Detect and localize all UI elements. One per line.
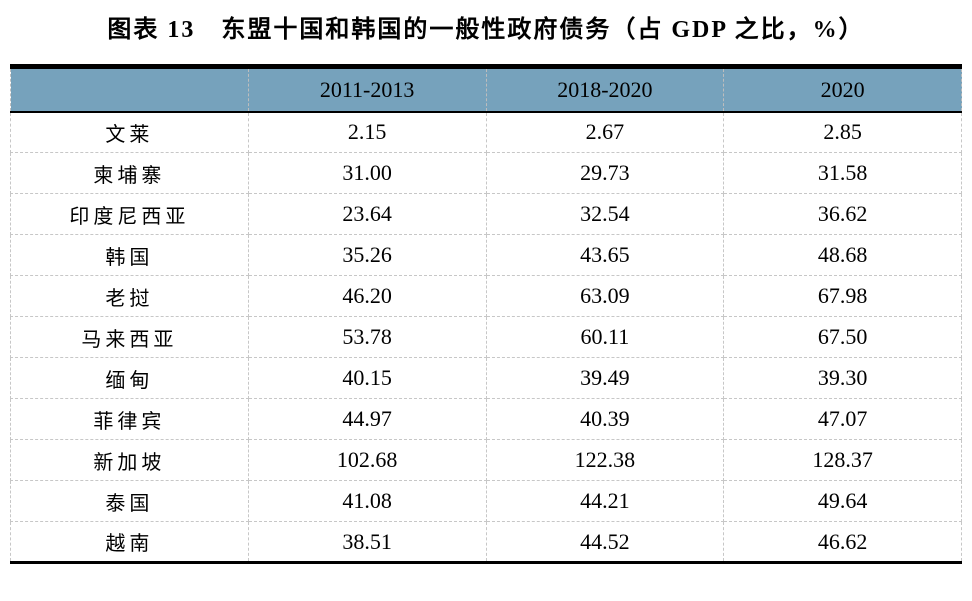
table-row: 韩国 35.26 43.65 48.68 <box>10 234 962 276</box>
value-cell: 41.08 <box>247 480 487 522</box>
value-cell: 47.07 <box>723 398 962 440</box>
value-cell: 63.09 <box>485 275 725 317</box>
country-cell: 印度尼西亚 <box>10 193 249 235</box>
value-cell: 67.50 <box>723 316 962 358</box>
country-cell: 泰国 <box>10 480 249 522</box>
table-row: 印度尼西亚 23.64 32.54 36.62 <box>10 193 962 235</box>
header-cell-period-2020: 2020 <box>723 66 962 113</box>
value-cell: 60.11 <box>485 316 725 358</box>
page-title: 图表 13 东盟十国和韩国的一般性政府债务（占 GDP 之比，%） <box>107 17 865 43</box>
value-cell: 31.00 <box>247 152 487 194</box>
value-cell: 40.39 <box>485 398 725 440</box>
value-cell: 29.73 <box>485 152 725 194</box>
value-cell: 2.67 <box>485 111 725 153</box>
value-cell: 31.58 <box>723 152 962 194</box>
table-row: 马来西亚 53.78 60.11 67.50 <box>10 316 962 358</box>
country-cell: 菲律宾 <box>10 398 249 440</box>
value-cell: 49.64 <box>723 480 962 522</box>
value-cell: 36.62 <box>723 193 962 235</box>
value-cell: 32.54 <box>485 193 725 235</box>
value-cell: 46.20 <box>247 275 487 317</box>
value-cell: 53.78 <box>247 316 487 358</box>
value-cell: 2.85 <box>723 111 962 153</box>
table-row: 老挝 46.20 63.09 67.98 <box>10 275 962 317</box>
value-cell: 46.62 <box>723 521 962 563</box>
table-row: 越南 38.51 44.52 46.62 <box>10 521 962 563</box>
value-cell: 38.51 <box>247 521 487 563</box>
header-cell-period-2011-2013: 2011-2013 <box>247 66 487 113</box>
value-cell: 35.26 <box>247 234 487 276</box>
table-row: 菲律宾 44.97 40.39 47.07 <box>10 398 962 440</box>
value-cell: 23.64 <box>247 193 487 235</box>
country-cell: 柬埔寨 <box>10 152 249 194</box>
value-cell: 44.97 <box>247 398 487 440</box>
country-cell: 文莱 <box>10 111 249 153</box>
table-row: 缅甸 40.15 39.49 39.30 <box>10 357 962 399</box>
value-cell: 122.38 <box>485 439 725 481</box>
table-row: 新加坡 102.68 122.38 128.37 <box>10 439 962 481</box>
value-cell: 40.15 <box>247 357 487 399</box>
value-cell: 39.30 <box>723 357 962 399</box>
country-cell: 老挝 <box>10 275 249 317</box>
country-cell: 缅甸 <box>10 357 249 399</box>
country-cell: 韩国 <box>10 234 249 276</box>
table-header-row: 2011-2013 2018-2020 2020 <box>10 66 962 113</box>
country-cell: 新加坡 <box>10 439 249 481</box>
value-cell: 2.15 <box>247 111 487 153</box>
value-cell: 102.68 <box>247 439 487 481</box>
debt-table: 2011-2013 2018-2020 2020 文莱 2.15 2.67 2.85 柬… <box>10 64 962 564</box>
header-cell-country <box>10 66 249 113</box>
value-cell: 67.98 <box>723 275 962 317</box>
value-cell: 43.65 <box>485 234 725 276</box>
table-row: 文莱 2.15 2.67 2.85 <box>10 111 962 153</box>
table-row: 泰国 41.08 44.21 49.64 <box>10 480 962 522</box>
table-body: 文莱 2.15 2.67 2.85 柬埔寨 31.00 29.73 31.58 印度尼西亚 23.… <box>10 111 962 563</box>
value-cell: 48.68 <box>723 234 962 276</box>
value-cell: 39.49 <box>485 357 725 399</box>
header-cell-period-2018-2020: 2018-2020 <box>485 66 725 113</box>
value-cell: 128.37 <box>723 439 962 481</box>
country-cell: 马来西亚 <box>10 316 249 358</box>
value-cell: 44.52 <box>485 521 725 563</box>
table-row: 柬埔寨 31.00 29.73 31.58 <box>10 152 962 194</box>
country-cell: 越南 <box>10 521 249 563</box>
value-cell: 44.21 <box>485 480 725 522</box>
